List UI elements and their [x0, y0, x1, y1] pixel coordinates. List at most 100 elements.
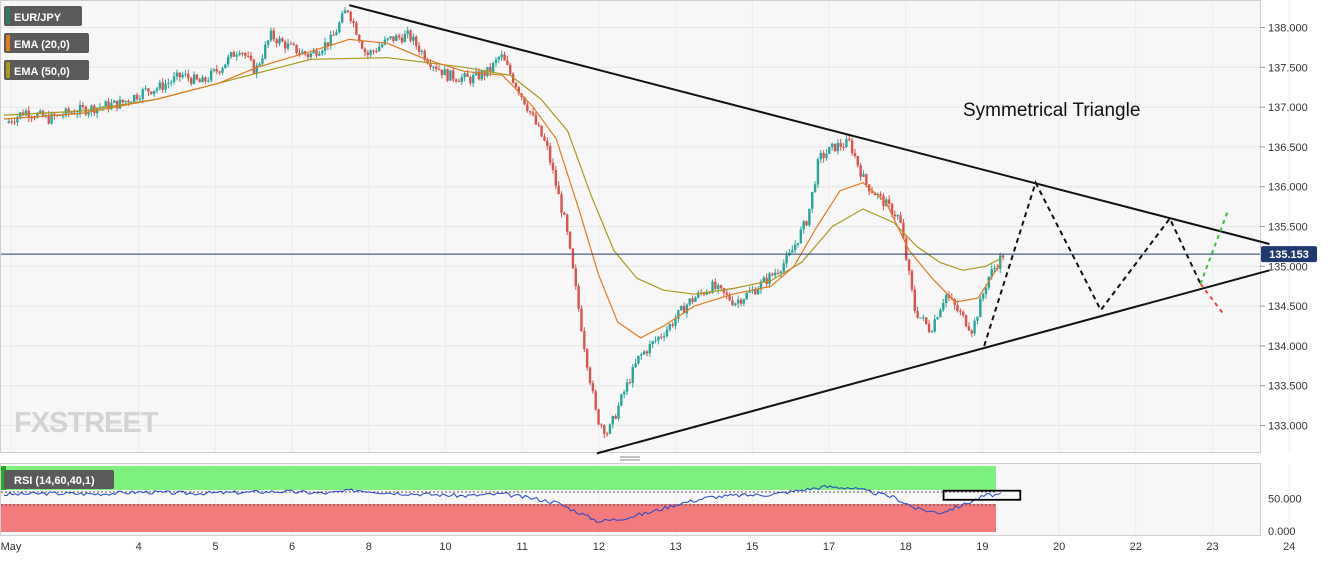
candle-body: [395, 35, 398, 42]
candle-body: [771, 273, 774, 276]
candle-body: [298, 53, 301, 55]
candle-body: [976, 317, 979, 321]
candle-body: [283, 41, 287, 49]
candle-body: [81, 104, 85, 107]
candle-body: [229, 52, 233, 57]
candle-body: [152, 90, 156, 94]
candle-body: [338, 22, 341, 33]
breakdown-projection: [1199, 283, 1225, 315]
candle-body: [204, 77, 207, 82]
candle-body: [640, 354, 643, 356]
candle-body: [916, 310, 919, 318]
candle-body: [295, 44, 298, 54]
candle-body: [614, 415, 617, 419]
candle-body: [711, 281, 714, 293]
candle-body: [813, 184, 817, 192]
candle-body: [420, 50, 424, 53]
candle-body: [491, 62, 495, 72]
candle-body: [24, 110, 28, 116]
candle-body: [209, 70, 213, 81]
candle-body: [241, 52, 244, 54]
candle-body: [397, 35, 401, 38]
candle-body: [358, 34, 361, 42]
candle-body: [927, 323, 931, 332]
candle-body: [534, 114, 538, 125]
candle-body: [907, 259, 911, 271]
candle-body: [967, 326, 971, 331]
candle-body: [924, 317, 928, 324]
time-tick-label: May: [1, 541, 22, 553]
price-tick-label: 134.000: [1268, 341, 1308, 353]
legend-box-ema50[interactable]: [4, 60, 89, 80]
candle-body: [118, 99, 122, 109]
candle-body: [244, 53, 247, 56]
candle-body: [905, 238, 908, 260]
candle-body: [207, 80, 210, 82]
candle-body: [141, 89, 144, 99]
candle-body: [474, 71, 478, 76]
candle-body: [893, 214, 897, 217]
candle-body: [990, 269, 993, 277]
candle-body: [121, 99, 125, 103]
candle-body: [446, 69, 449, 81]
candle-body: [164, 84, 167, 90]
candle-body: [130, 101, 133, 103]
fxstreet-watermark: FXSTREET: [14, 407, 159, 439]
candle-body: [887, 199, 891, 204]
candle-body: [802, 221, 805, 230]
candle-body: [717, 285, 720, 290]
candle-body: [657, 336, 660, 341]
candle-body: [594, 391, 597, 410]
candle-body: [793, 244, 797, 251]
candle-body: [896, 215, 899, 217]
candle-body: [782, 263, 785, 272]
candle-body: [275, 39, 278, 44]
candle-body: [828, 146, 831, 154]
rsi-legend-box[interactable]: [4, 470, 114, 489]
candle-body: [577, 286, 580, 309]
price-tick-label: 136.500: [1268, 142, 1308, 154]
legend-swatch-ema50: [6, 62, 10, 78]
pane-splitter-handle[interactable]: [620, 456, 640, 461]
candle-body: [221, 68, 224, 73]
candle-body: [830, 143, 834, 147]
candle-body: [919, 317, 922, 319]
candle-body: [563, 212, 566, 215]
time-tick-label: 5: [212, 541, 218, 553]
candle-body: [258, 63, 261, 66]
candle-body: [286, 43, 290, 49]
candle-body: [637, 355, 640, 364]
legend-box-pair[interactable]: [4, 6, 82, 26]
candle-body: [489, 66, 492, 72]
candle-body: [494, 59, 498, 63]
candle-body: [170, 81, 173, 84]
candle-body: [933, 319, 936, 332]
candle-body: [617, 405, 620, 419]
candle-body: [13, 122, 16, 124]
candle-body: [246, 55, 250, 57]
candle-body: [625, 382, 629, 392]
candle-body: [192, 74, 196, 84]
candle-body: [779, 271, 783, 274]
candle-body: [679, 306, 683, 311]
candle-body: [930, 331, 934, 333]
candle-body: [326, 42, 330, 46]
legend-box-ema20[interactable]: [4, 33, 89, 53]
candle-body: [16, 116, 19, 123]
candle-body: [620, 394, 623, 406]
candle-body: [588, 367, 592, 384]
candle-body: [429, 63, 432, 68]
candle-body: [409, 30, 412, 41]
candle-body: [694, 297, 697, 302]
candle-body: [132, 94, 136, 102]
candle-body: [705, 292, 709, 295]
candle-body: [366, 52, 370, 55]
candle-body: [517, 87, 520, 94]
candle-body: [70, 112, 73, 114]
candle-body: [107, 101, 110, 110]
candle-body: [605, 433, 609, 435]
candle-body: [634, 363, 637, 368]
candle-body: [623, 391, 626, 395]
candle-body: [78, 104, 82, 114]
